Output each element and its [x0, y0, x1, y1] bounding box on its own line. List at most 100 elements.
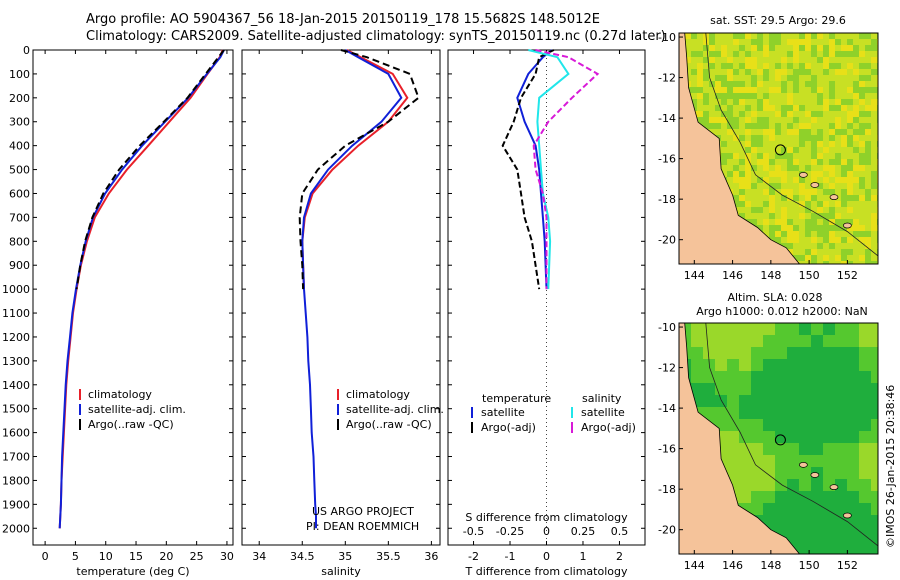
contour-line	[705, 33, 878, 257]
map-cell	[751, 383, 763, 395]
map-cell	[865, 123, 871, 129]
map-cell	[799, 407, 811, 419]
map-cell	[829, 165, 835, 171]
map-cell	[775, 159, 781, 165]
map-cell	[805, 105, 811, 111]
map-cell	[859, 111, 865, 117]
map-cell	[781, 63, 787, 69]
map-cell	[871, 189, 877, 195]
map-cell	[697, 63, 703, 69]
map-cell	[733, 183, 739, 189]
map-cell	[799, 225, 805, 231]
map-cell	[811, 87, 817, 93]
map-cell	[823, 455, 835, 467]
map-cell	[865, 183, 871, 189]
map-cell	[793, 45, 799, 51]
map-cell	[799, 189, 805, 195]
map-cell	[811, 99, 817, 105]
map-cell	[787, 407, 799, 419]
map-cell	[787, 359, 799, 371]
map-cell	[775, 39, 781, 45]
x-tick-label: -1	[505, 550, 516, 563]
map-cell	[745, 177, 751, 183]
map-cell	[691, 347, 703, 359]
map-cell	[745, 69, 751, 75]
map-cell	[733, 159, 739, 165]
map-cell	[847, 255, 853, 261]
map-cell	[757, 75, 763, 81]
map-cell	[835, 219, 841, 225]
map-cell	[745, 105, 751, 111]
map-cell	[787, 123, 793, 129]
map-cell	[697, 105, 703, 111]
map-cell	[685, 45, 691, 51]
map-cell	[781, 123, 787, 129]
map-cell	[829, 147, 835, 153]
map-cell	[823, 75, 829, 81]
map-cell	[793, 141, 799, 147]
map-cell	[775, 147, 781, 153]
map-cell	[763, 455, 775, 467]
series-line-temperature-argoadj	[501, 49, 555, 290]
map-cell	[799, 335, 811, 347]
map-cell	[715, 105, 721, 111]
map-cell	[763, 111, 769, 117]
map-cell	[859, 75, 865, 81]
map-cell	[829, 105, 835, 111]
map-cell	[793, 147, 799, 153]
map-cell	[823, 33, 829, 39]
map-cell	[787, 165, 793, 171]
map-cell	[865, 147, 871, 153]
map-cell	[685, 39, 691, 45]
map-cell	[799, 527, 811, 539]
map-cell	[865, 87, 871, 93]
map-cell	[763, 75, 769, 81]
map-cell	[841, 159, 847, 165]
map-cell	[811, 69, 817, 75]
map-cell	[847, 171, 853, 177]
map-cell	[829, 243, 835, 249]
map-cell	[817, 195, 823, 201]
map-cell	[871, 45, 877, 51]
map-cell	[751, 105, 757, 111]
map-cell	[793, 249, 799, 255]
map-cell	[775, 135, 781, 141]
map-cell	[709, 33, 715, 39]
map-cell	[811, 491, 823, 503]
map-cell	[859, 515, 871, 527]
map-cell	[787, 69, 793, 75]
map-cell	[787, 39, 793, 45]
map-cell	[751, 201, 757, 207]
map-cell	[817, 81, 823, 87]
map-cell	[751, 63, 757, 69]
map-cell	[853, 195, 859, 201]
map-cell	[739, 117, 745, 123]
map-cell	[739, 431, 751, 443]
map-cell	[811, 81, 817, 87]
map-cell	[859, 491, 871, 503]
map-cell	[853, 45, 859, 51]
map-cell	[871, 129, 877, 135]
map-cell	[847, 213, 853, 219]
map-cell	[733, 135, 739, 141]
map-cell	[847, 159, 853, 165]
reef-island	[843, 512, 852, 519]
map-cell	[817, 87, 823, 93]
map-cell	[853, 105, 859, 111]
map-cell	[835, 201, 841, 207]
map-cell	[799, 81, 805, 87]
map-cell	[763, 395, 775, 407]
map-cell	[733, 189, 739, 195]
map-cell	[853, 153, 859, 159]
map-cell	[769, 117, 775, 123]
map-cell	[811, 123, 817, 129]
map-cell	[697, 81, 703, 87]
map-cell	[853, 237, 859, 243]
map-cell	[847, 195, 853, 201]
map-cell	[841, 117, 847, 123]
map-cell	[763, 207, 769, 213]
map-cell	[757, 147, 763, 153]
map-cell	[799, 359, 811, 371]
map-cell	[745, 129, 751, 135]
map-cell	[847, 189, 853, 195]
